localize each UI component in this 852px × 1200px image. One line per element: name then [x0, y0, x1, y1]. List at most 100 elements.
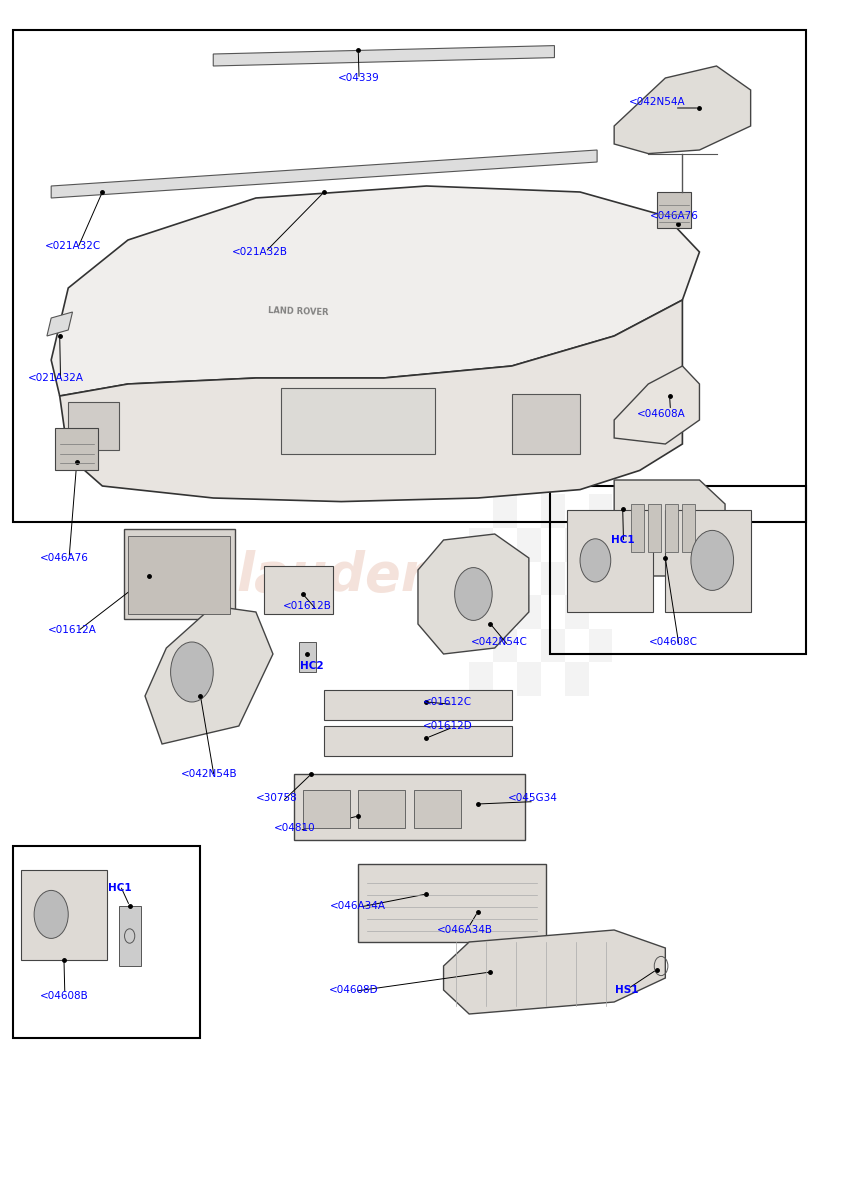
- Bar: [492, 562, 516, 595]
- PathPatch shape: [213, 46, 554, 66]
- Bar: [469, 494, 492, 528]
- Text: <04608A: <04608A: [636, 409, 685, 419]
- Bar: [516, 528, 540, 562]
- Text: HS1: HS1: [614, 985, 638, 995]
- Bar: [302, 790, 349, 828]
- Bar: [324, 690, 511, 720]
- Bar: [492, 494, 516, 528]
- Text: <01612A: <01612A: [48, 625, 97, 635]
- Text: <045G34: <045G34: [508, 793, 557, 803]
- Bar: [540, 562, 564, 595]
- Bar: [665, 504, 677, 552]
- Bar: [630, 504, 643, 552]
- Bar: [564, 528, 588, 562]
- Text: HC2: HC2: [299, 661, 323, 671]
- Bar: [469, 629, 492, 662]
- Text: lauderia: lauderia: [236, 550, 480, 602]
- Bar: [516, 629, 540, 662]
- Bar: [564, 494, 588, 528]
- Bar: [358, 864, 545, 942]
- Text: <046A34A: <046A34A: [330, 901, 386, 911]
- Text: <04608C: <04608C: [648, 637, 698, 647]
- Bar: [540, 629, 564, 662]
- Bar: [21, 870, 106, 960]
- Text: <042N54C: <042N54C: [470, 637, 527, 647]
- Bar: [588, 528, 612, 562]
- Bar: [492, 528, 516, 562]
- Bar: [656, 192, 690, 228]
- Bar: [540, 528, 564, 562]
- Bar: [294, 774, 524, 840]
- Bar: [516, 562, 540, 595]
- Circle shape: [34, 890, 68, 938]
- Bar: [682, 504, 694, 552]
- Bar: [564, 629, 588, 662]
- PathPatch shape: [145, 606, 273, 744]
- PathPatch shape: [47, 312, 72, 336]
- Bar: [516, 595, 540, 629]
- Bar: [588, 629, 612, 662]
- Text: <04810: <04810: [273, 823, 314, 833]
- Bar: [128, 536, 230, 614]
- Text: <042N54A: <042N54A: [628, 97, 684, 107]
- Bar: [492, 662, 516, 696]
- Circle shape: [579, 539, 610, 582]
- Bar: [264, 566, 332, 614]
- Bar: [567, 510, 652, 612]
- Bar: [13, 30, 805, 522]
- Text: <042N54B: <042N54B: [181, 769, 237, 779]
- Text: <021A32B: <021A32B: [232, 247, 288, 257]
- Bar: [564, 562, 588, 595]
- Bar: [540, 494, 564, 528]
- PathPatch shape: [51, 186, 699, 396]
- Bar: [55, 428, 98, 470]
- Text: HC1: HC1: [107, 883, 131, 893]
- Bar: [588, 494, 612, 528]
- Bar: [516, 494, 540, 528]
- Bar: [469, 562, 492, 595]
- Circle shape: [690, 530, 733, 590]
- Bar: [119, 906, 141, 966]
- Bar: [564, 662, 588, 696]
- Text: <021A32A: <021A32A: [27, 373, 83, 383]
- PathPatch shape: [51, 150, 596, 198]
- Bar: [516, 662, 540, 696]
- Bar: [511, 394, 579, 454]
- Bar: [298, 642, 315, 672]
- Bar: [324, 726, 511, 756]
- Text: <01612B: <01612B: [282, 601, 331, 611]
- Bar: [648, 504, 660, 552]
- Bar: [281, 388, 435, 454]
- Text: <01612C: <01612C: [423, 697, 472, 707]
- Text: <046A76: <046A76: [648, 211, 698, 221]
- Circle shape: [454, 568, 492, 620]
- Text: <046A76: <046A76: [39, 553, 89, 563]
- Bar: [13, 846, 200, 1038]
- Bar: [665, 510, 750, 612]
- Text: HC1: HC1: [610, 535, 634, 545]
- PathPatch shape: [443, 930, 665, 1014]
- Circle shape: [170, 642, 213, 702]
- Text: <04339: <04339: [337, 73, 378, 83]
- Bar: [588, 662, 612, 696]
- Text: <30758: <30758: [256, 793, 297, 803]
- PathPatch shape: [613, 480, 724, 576]
- Text: <04608B: <04608B: [39, 991, 89, 1001]
- PathPatch shape: [613, 366, 699, 444]
- Text: <01612D: <01612D: [423, 721, 472, 731]
- Bar: [358, 790, 405, 828]
- Bar: [469, 595, 492, 629]
- Bar: [492, 595, 516, 629]
- PathPatch shape: [60, 300, 682, 502]
- Bar: [550, 486, 805, 654]
- Bar: [124, 529, 234, 619]
- Bar: [413, 790, 460, 828]
- Bar: [540, 662, 564, 696]
- Bar: [588, 595, 612, 629]
- PathPatch shape: [613, 66, 750, 154]
- PathPatch shape: [417, 534, 528, 654]
- Bar: [564, 595, 588, 629]
- Text: <04608D: <04608D: [329, 985, 378, 995]
- Bar: [588, 562, 612, 595]
- Bar: [68, 402, 119, 450]
